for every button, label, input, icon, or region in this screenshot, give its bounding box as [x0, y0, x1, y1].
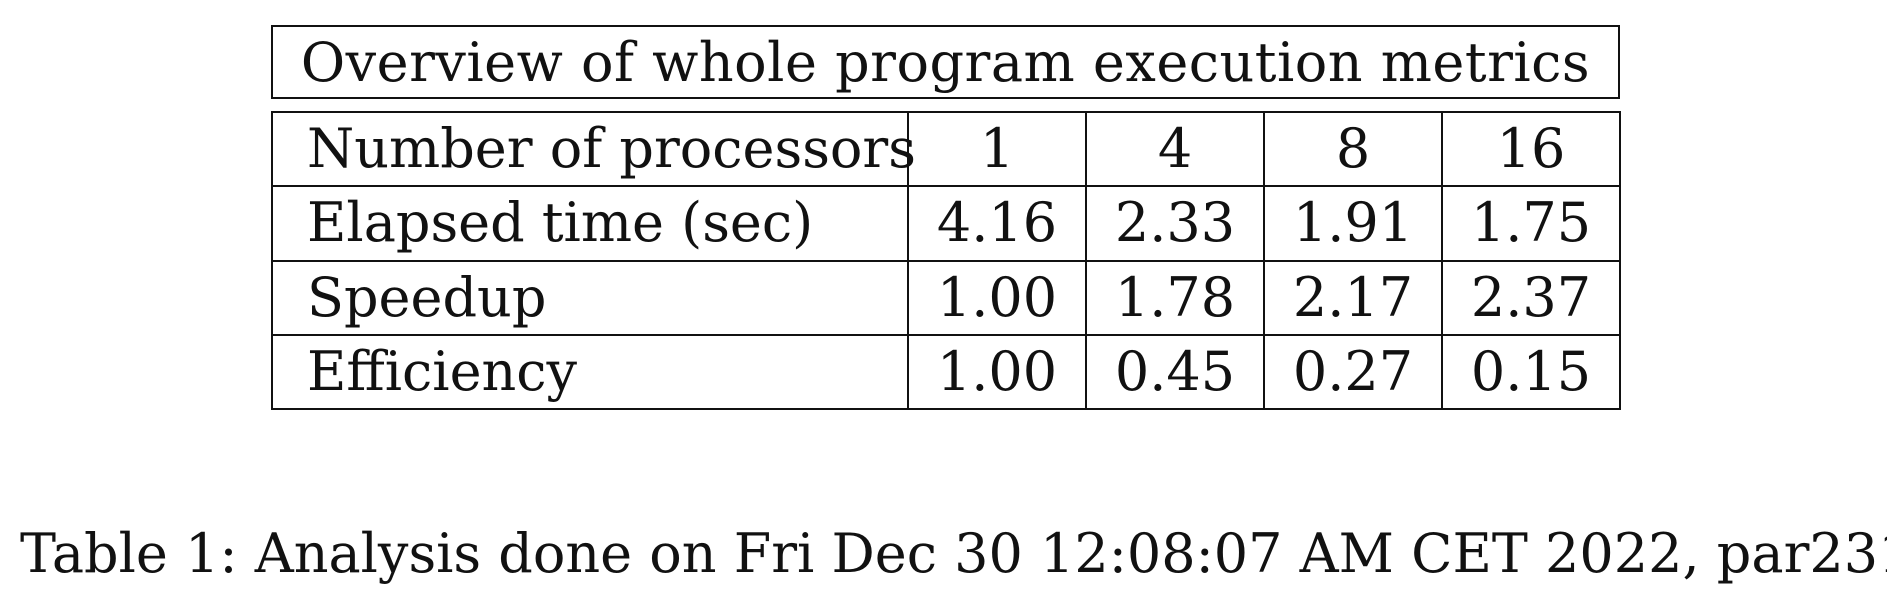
- row-label-elapsed-time: Elapsed time (sec): [271, 185, 909, 262]
- table-row: Elapsed time (sec) 4.16 2.33 1.91 1.75: [271, 185, 1621, 262]
- table-cell: 4.16: [907, 185, 1087, 262]
- table-caption: Table 1: Analysis done on Fri Dec 30 12:…: [20, 522, 1887, 585]
- table-row: Number of processors 1 4 8 16: [271, 110, 1621, 188]
- table-cell: 2.37: [1441, 259, 1621, 336]
- table-cell: 4: [1085, 110, 1265, 188]
- table-row: Speedup 1.00 1.78 2.17 2.37: [271, 259, 1621, 336]
- table-cell: 1.00: [907, 333, 1087, 411]
- table-cell: 1.75: [1441, 185, 1621, 262]
- table-cell: 16: [1441, 110, 1621, 188]
- row-label-processors: Number of processors: [271, 110, 916, 188]
- table-cell: 8: [1263, 110, 1443, 188]
- row-label-efficiency: Efficiency: [271, 333, 909, 411]
- table-title: Overview of whole program execution metr…: [271, 25, 1620, 99]
- table-cell: 0.15: [1441, 333, 1621, 411]
- table-cell: 2.17: [1263, 259, 1443, 336]
- table-cell: 1.78: [1085, 259, 1265, 336]
- metrics-table: Number of processors 1 4 8 16 Elapsed ti…: [271, 110, 1621, 411]
- table-cell: 1.00: [907, 259, 1087, 336]
- row-label-speedup: Speedup: [271, 259, 909, 336]
- table-row: Efficiency 1.00 0.45 0.27 0.15: [271, 333, 1621, 411]
- table-cell: 1: [907, 110, 1087, 188]
- table-cell: 2.33: [1085, 185, 1265, 262]
- table-cell: 1.91: [1263, 185, 1443, 262]
- table-cell: 0.45: [1085, 333, 1265, 411]
- table-cell: 0.27: [1263, 333, 1443, 411]
